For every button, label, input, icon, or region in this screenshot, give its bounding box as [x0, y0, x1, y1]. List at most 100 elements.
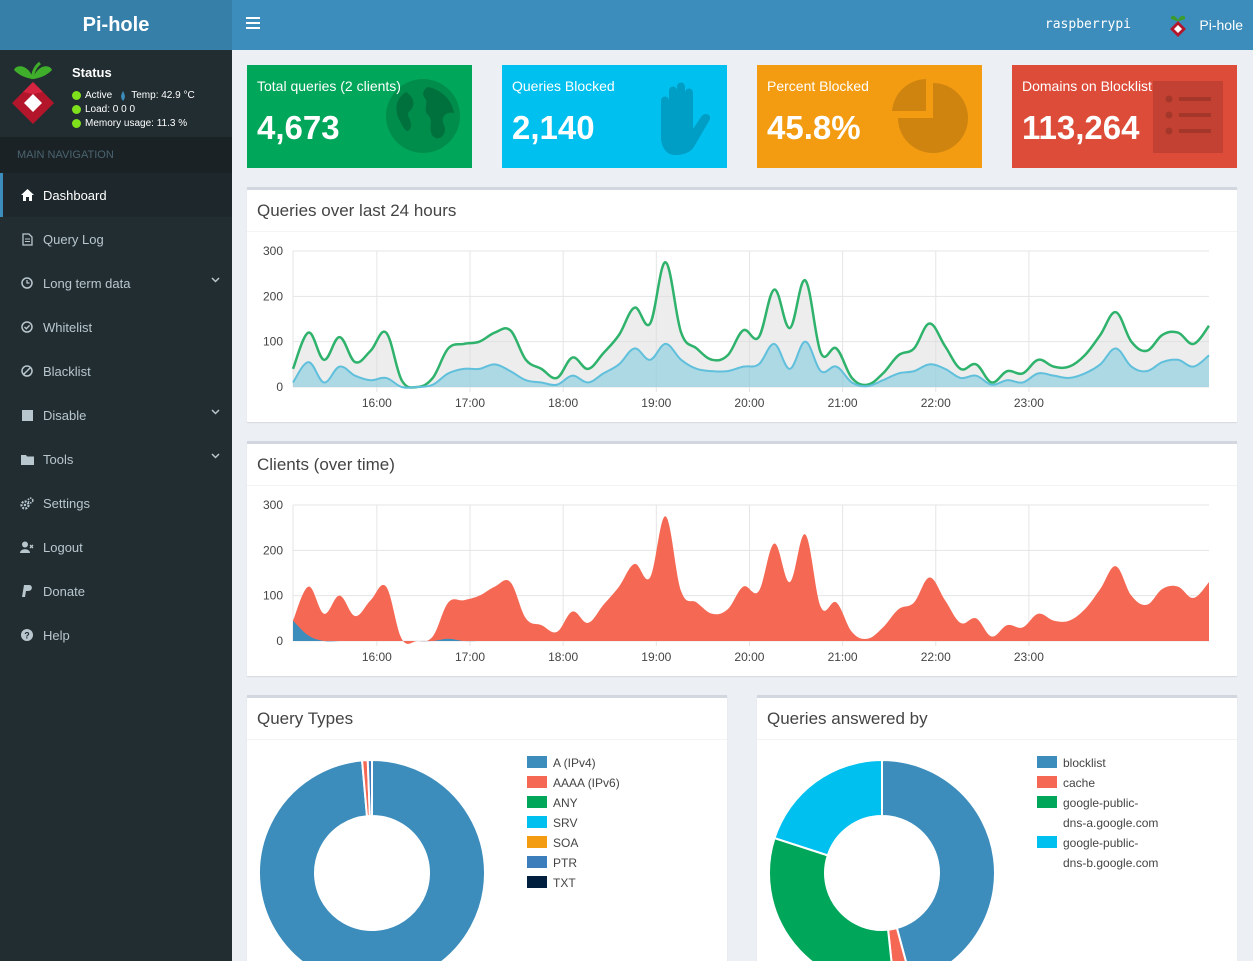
status-temp: Temp: 42.9 °C — [131, 90, 195, 101]
status-load-row: Load: 0 0 0 — [72, 104, 135, 115]
stat-value: 2,140 — [512, 109, 595, 146]
legend-label: AAAA (IPv6) — [553, 776, 620, 790]
gears-icon — [20, 496, 34, 510]
stat-queries-blocked: Queries Blocked 2,140 — [502, 65, 727, 168]
box-title: Query Types — [247, 698, 727, 740]
legend-label: PTR — [553, 856, 577, 870]
sidebar-item-logout[interactable]: Logout — [0, 525, 232, 569]
x-tick-label: 20:00 — [734, 650, 764, 664]
pihole-logo-icon — [12, 61, 54, 124]
legend-item[interactable]: blocklist — [1037, 756, 1158, 776]
legend-label: SOA — [553, 836, 579, 850]
box-title: Clients (over time) — [247, 444, 1237, 486]
app-logo[interactable]: Pi-hole — [0, 0, 232, 50]
sidebar-item-label: Blacklist — [43, 363, 91, 379]
sidebar-item-help[interactable]: ? Help — [0, 613, 232, 657]
status-memory: Memory usage: 11.3 % — [85, 118, 188, 129]
x-tick-label: 23:00 — [1014, 396, 1044, 410]
legend-item: dns-b.google.com — [1037, 856, 1158, 876]
x-tick-label: 22:00 — [921, 650, 951, 664]
user-menu[interactable]: Pi-hole — [1167, 10, 1243, 40]
sidebar-item-long-term-data[interactable]: Long term data — [0, 261, 232, 305]
pie-slice[interactable] — [881, 758, 996, 961]
sidebar-item-dashboard[interactable]: Dashboard — [0, 173, 232, 217]
legend-item: dns-a.google.com — [1037, 816, 1158, 836]
chevron-down-icon — [211, 277, 220, 283]
legend-item[interactable]: cache — [1037, 776, 1158, 796]
legend-item[interactable]: google-public- — [1037, 836, 1158, 856]
sidebar-item-label: Settings — [43, 495, 90, 511]
stat-label: Total queries (2 clients) — [257, 78, 401, 94]
sidebar-item-label: Logout — [43, 539, 83, 555]
sidebar-item-label: Tools — [43, 451, 74, 467]
y-tick-label: 300 — [263, 244, 283, 258]
top-navbar: raspberrypi Pi-hole — [232, 0, 1253, 50]
x-tick-label: 19:00 — [641, 650, 671, 664]
memory-dot-icon — [72, 119, 81, 128]
series-line — [292, 340, 1210, 389]
pie-slice[interactable] — [773, 758, 883, 857]
x-tick-label: 21:00 — [828, 650, 858, 664]
stat-label: Queries Blocked — [512, 78, 615, 94]
user-times-icon — [20, 540, 34, 554]
pie-slice[interactable] — [768, 836, 894, 961]
legend-label: google-public- — [1063, 796, 1139, 810]
pie-slice[interactable] — [258, 758, 486, 961]
sidebar-item-settings[interactable]: Settings — [0, 481, 232, 525]
sidebar-item-label: Donate — [43, 583, 85, 599]
legend-label: dns-a.google.com — [1063, 816, 1159, 830]
legend-swatch — [527, 836, 547, 848]
x-tick-label: 21:00 — [828, 396, 858, 410]
clock-icon — [20, 276, 34, 290]
status-title: Status — [72, 65, 112, 80]
sidebar-item-whitelist[interactable]: Whitelist — [0, 305, 232, 349]
hostname: raspberrypi — [1044, 17, 1131, 32]
chevron-down-icon — [211, 409, 220, 415]
legend-item[interactable]: SRV — [527, 816, 620, 836]
series-area — [293, 516, 1209, 644]
y-tick-label: 300 — [263, 498, 283, 512]
sidebar-item-donate[interactable]: Donate — [0, 569, 232, 613]
stat-label: Domains on Blocklist — [1022, 78, 1152, 94]
sidebar-item-label: Disable — [43, 407, 87, 423]
y-tick-label: 100 — [263, 335, 283, 349]
file-icon — [20, 232, 34, 246]
legend-item[interactable]: google-public- — [1037, 796, 1158, 816]
legend-label: TXT — [553, 876, 576, 890]
legend-swatch — [527, 876, 547, 888]
stat-label: Percent Blocked — [767, 78, 869, 94]
series-line — [291, 261, 1210, 389]
active-dot-icon — [72, 91, 81, 100]
sidebar-toggle-icon[interactable] — [246, 17, 260, 31]
legend-label: google-public- — [1063, 836, 1139, 850]
x-tick-label: 19:00 — [641, 396, 671, 410]
check-circle-icon — [20, 320, 34, 334]
series-area — [293, 341, 1209, 388]
y-tick-label: 100 — [263, 589, 283, 603]
legend-swatch — [527, 756, 547, 768]
sidebar-item-blacklist[interactable]: Blacklist — [0, 349, 232, 393]
sidebar-item-label: Help — [43, 627, 70, 643]
legend-item[interactable]: ANY — [527, 796, 620, 816]
sidebar-item-tools[interactable]: Tools — [0, 437, 232, 481]
legend-item[interactable]: SOA — [527, 836, 620, 856]
folder-icon — [20, 452, 34, 466]
sidebar-item-query-log[interactable]: Query Log — [0, 217, 232, 261]
svg-text:?: ? — [24, 631, 30, 641]
home-icon — [20, 188, 34, 202]
legend-swatch — [1037, 836, 1057, 848]
pie-slice[interactable] — [366, 758, 373, 818]
x-tick-label: 18:00 — [548, 650, 578, 664]
legend-swatch — [527, 776, 547, 788]
legend-item[interactable]: TXT — [527, 876, 620, 896]
stat-domains-blocklist: Domains on Blocklist 113,264 — [1012, 65, 1237, 168]
legend-label: A (IPv4) — [553, 756, 596, 770]
x-tick-label: 16:00 — [362, 650, 392, 664]
legend-item[interactable]: AAAA (IPv6) — [527, 776, 620, 796]
stat-total-queries: Total queries (2 clients) 4,673 — [247, 65, 472, 168]
legend-item[interactable]: A (IPv4) — [527, 756, 620, 776]
sidebar-item-disable[interactable]: Disable — [0, 393, 232, 437]
status-panel: Status Active Temp: 42.9 °C Load: 0 0 0 … — [0, 50, 232, 137]
legend-swatch — [1037, 796, 1057, 808]
legend-item[interactable]: PTR — [527, 856, 620, 876]
